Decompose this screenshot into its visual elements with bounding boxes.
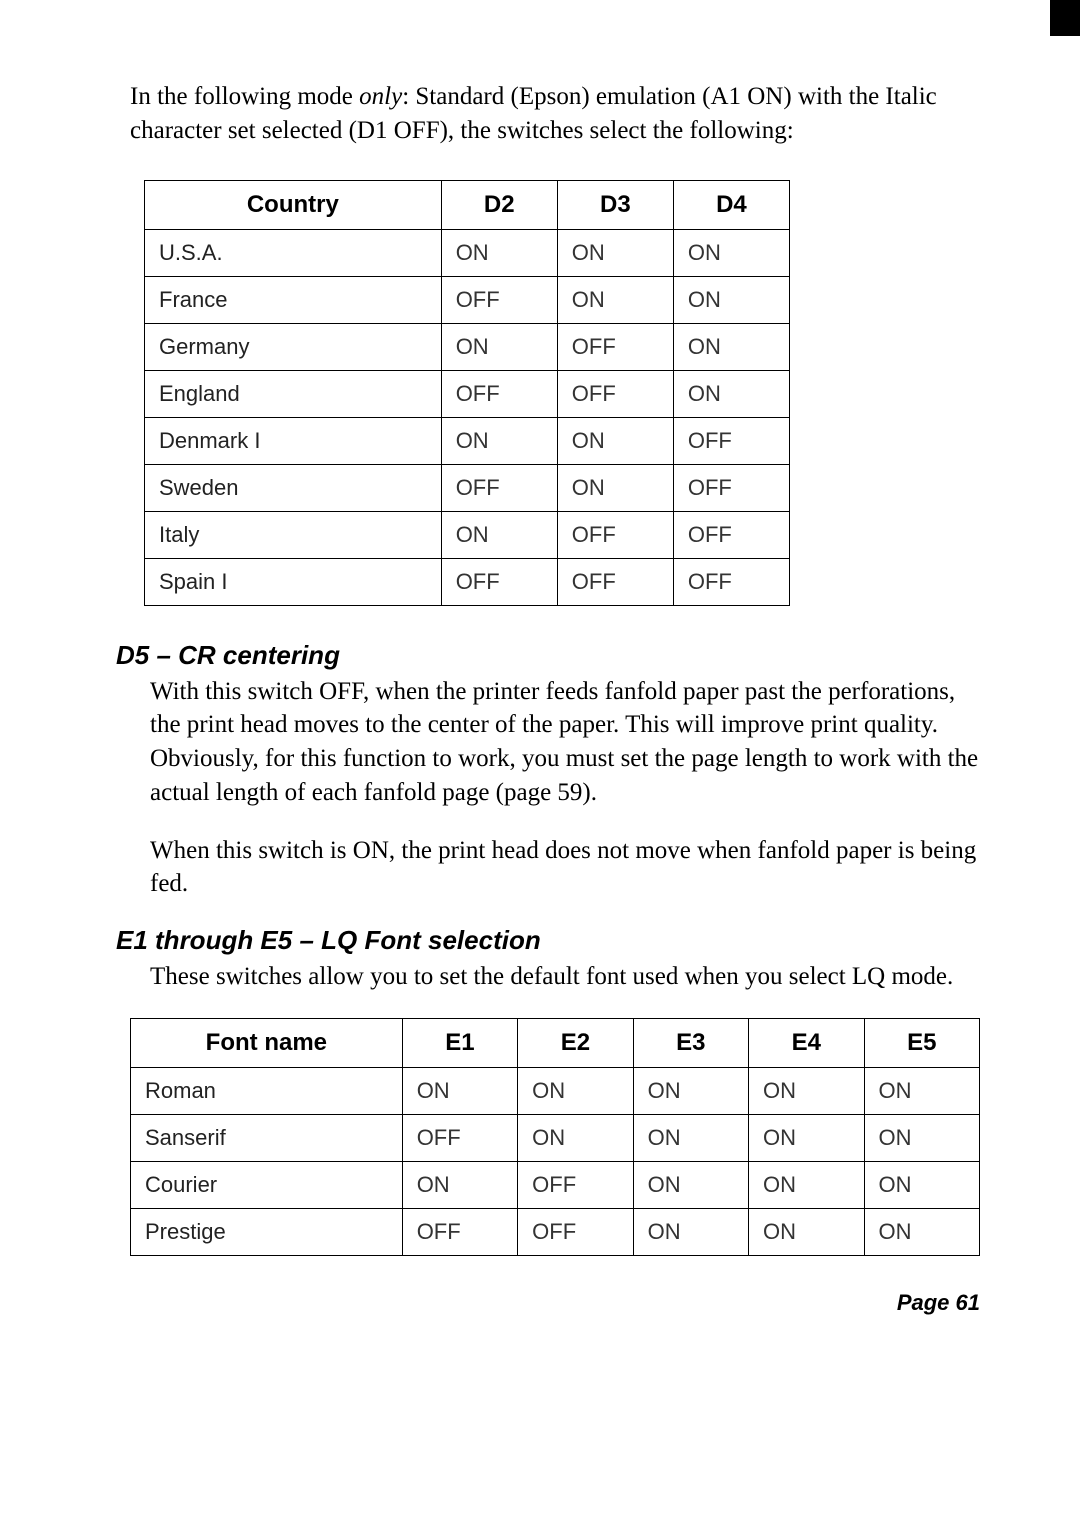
table-header: Font name xyxy=(131,1018,403,1067)
switch-cell: ON xyxy=(557,276,673,323)
d5-paragraph-2: When this switch is ON, the print head d… xyxy=(150,834,980,902)
table-row: Spain IOFFOFFOFF xyxy=(145,558,790,605)
font-cell: Roman xyxy=(131,1067,403,1114)
switch-cell: OFF xyxy=(402,1208,517,1255)
switch-cell: OFF xyxy=(557,323,673,370)
table-header: D3 xyxy=(557,180,673,229)
switch-cell: ON xyxy=(441,229,557,276)
switch-cell: ON xyxy=(557,229,673,276)
switch-cell: OFF xyxy=(518,1208,633,1255)
switch-cell: ON xyxy=(402,1067,517,1114)
d5-paragraph-1: With this switch OFF, when the printer f… xyxy=(150,675,980,810)
country-cell: Spain I xyxy=(145,558,442,605)
font-cell: Prestige xyxy=(131,1208,403,1255)
table-row: ItalyONOFFOFF xyxy=(145,511,790,558)
switch-cell: ON xyxy=(633,1114,748,1161)
table-header: E3 xyxy=(633,1018,748,1067)
switch-cell: ON xyxy=(673,370,789,417)
switch-cell: ON xyxy=(749,1067,864,1114)
switch-cell: ON xyxy=(864,1208,980,1255)
table-row: CourierONOFFONONON xyxy=(131,1161,980,1208)
switch-cell: ON xyxy=(518,1114,633,1161)
country-cell: U.S.A. xyxy=(145,229,442,276)
switch-cell: OFF xyxy=(557,370,673,417)
d5-heading: D5 – CR centering xyxy=(116,640,980,671)
switch-cell: ON xyxy=(633,1067,748,1114)
country-cell: Germany xyxy=(145,323,442,370)
switch-cell: ON xyxy=(518,1067,633,1114)
page-number: Page 61 xyxy=(130,1290,980,1316)
table-row: SwedenOFFONOFF xyxy=(145,464,790,511)
table-row: Denmark IONONOFF xyxy=(145,417,790,464)
table-row: EnglandOFFOFFON xyxy=(145,370,790,417)
country-switch-table: CountryD2D3D4 U.S.A.ONONONFranceOFFONONG… xyxy=(144,180,790,606)
country-cell: Italy xyxy=(145,511,442,558)
table-row: RomanONONONONON xyxy=(131,1067,980,1114)
switch-cell: ON xyxy=(864,1067,980,1114)
switch-cell: ON xyxy=(441,323,557,370)
switch-cell: ON xyxy=(673,276,789,323)
intro-only: only xyxy=(359,83,402,110)
switch-cell: ON xyxy=(633,1208,748,1255)
table-row: SanserifOFFONONONON xyxy=(131,1114,980,1161)
table-row: U.S.A.ONONON xyxy=(145,229,790,276)
table-header: D2 xyxy=(441,180,557,229)
switch-cell: ON xyxy=(557,464,673,511)
switch-cell: OFF xyxy=(518,1161,633,1208)
switch-cell: OFF xyxy=(673,511,789,558)
switch-cell: ON xyxy=(749,1208,864,1255)
table-header: Country xyxy=(145,180,442,229)
country-cell: England xyxy=(145,370,442,417)
switch-cell: ON xyxy=(402,1161,517,1208)
switch-cell: OFF xyxy=(441,558,557,605)
e1e5-heading: E1 through E5 – LQ Font selection xyxy=(116,925,980,956)
table-header: E4 xyxy=(749,1018,864,1067)
switch-cell: OFF xyxy=(441,276,557,323)
switch-cell: ON xyxy=(864,1161,980,1208)
page-corner-mark xyxy=(1050,0,1080,36)
switch-cell: ON xyxy=(441,511,557,558)
switch-cell: OFF xyxy=(673,417,789,464)
font-switch-table: Font nameE1E2E3E4E5 RomanONONONONONSanse… xyxy=(130,1018,980,1256)
switch-cell: OFF xyxy=(441,464,557,511)
e1e5-paragraph: These switches allow you to set the defa… xyxy=(150,960,980,994)
switch-cell: ON xyxy=(673,229,789,276)
switch-cell: ON xyxy=(441,417,557,464)
table-row: FranceOFFONON xyxy=(145,276,790,323)
switch-cell: OFF xyxy=(673,464,789,511)
switch-cell: ON xyxy=(864,1114,980,1161)
table-header: E2 xyxy=(518,1018,633,1067)
country-cell: Sweden xyxy=(145,464,442,511)
table-row: PrestigeOFFOFFONONON xyxy=(131,1208,980,1255)
table-row: GermanyONOFFON xyxy=(145,323,790,370)
switch-cell: ON xyxy=(557,417,673,464)
font-cell: Courier xyxy=(131,1161,403,1208)
switch-cell: ON xyxy=(673,323,789,370)
table-header: D4 xyxy=(673,180,789,229)
country-cell: Denmark I xyxy=(145,417,442,464)
switch-cell: OFF xyxy=(441,370,557,417)
switch-cell: OFF xyxy=(557,511,673,558)
table-header: E5 xyxy=(864,1018,980,1067)
switch-cell: ON xyxy=(749,1161,864,1208)
switch-cell: ON xyxy=(749,1114,864,1161)
country-cell: France xyxy=(145,276,442,323)
switch-cell: OFF xyxy=(557,558,673,605)
switch-cell: OFF xyxy=(673,558,789,605)
intro-paragraph: In the following mode only: Standard (Ep… xyxy=(130,80,980,148)
table-header: E1 xyxy=(402,1018,517,1067)
intro-pre: In the following mode xyxy=(130,83,359,110)
switch-cell: OFF xyxy=(402,1114,517,1161)
switch-cell: ON xyxy=(633,1161,748,1208)
font-cell: Sanserif xyxy=(131,1114,403,1161)
